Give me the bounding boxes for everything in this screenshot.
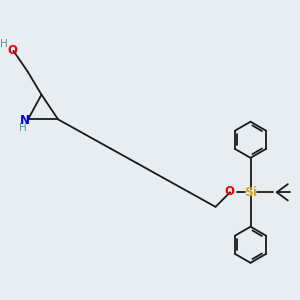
Text: Si: Si (244, 186, 257, 199)
Text: O: O (224, 185, 235, 198)
Text: H: H (0, 40, 8, 50)
Text: N: N (20, 114, 29, 127)
Text: O: O (8, 44, 18, 57)
Text: H: H (19, 123, 27, 133)
